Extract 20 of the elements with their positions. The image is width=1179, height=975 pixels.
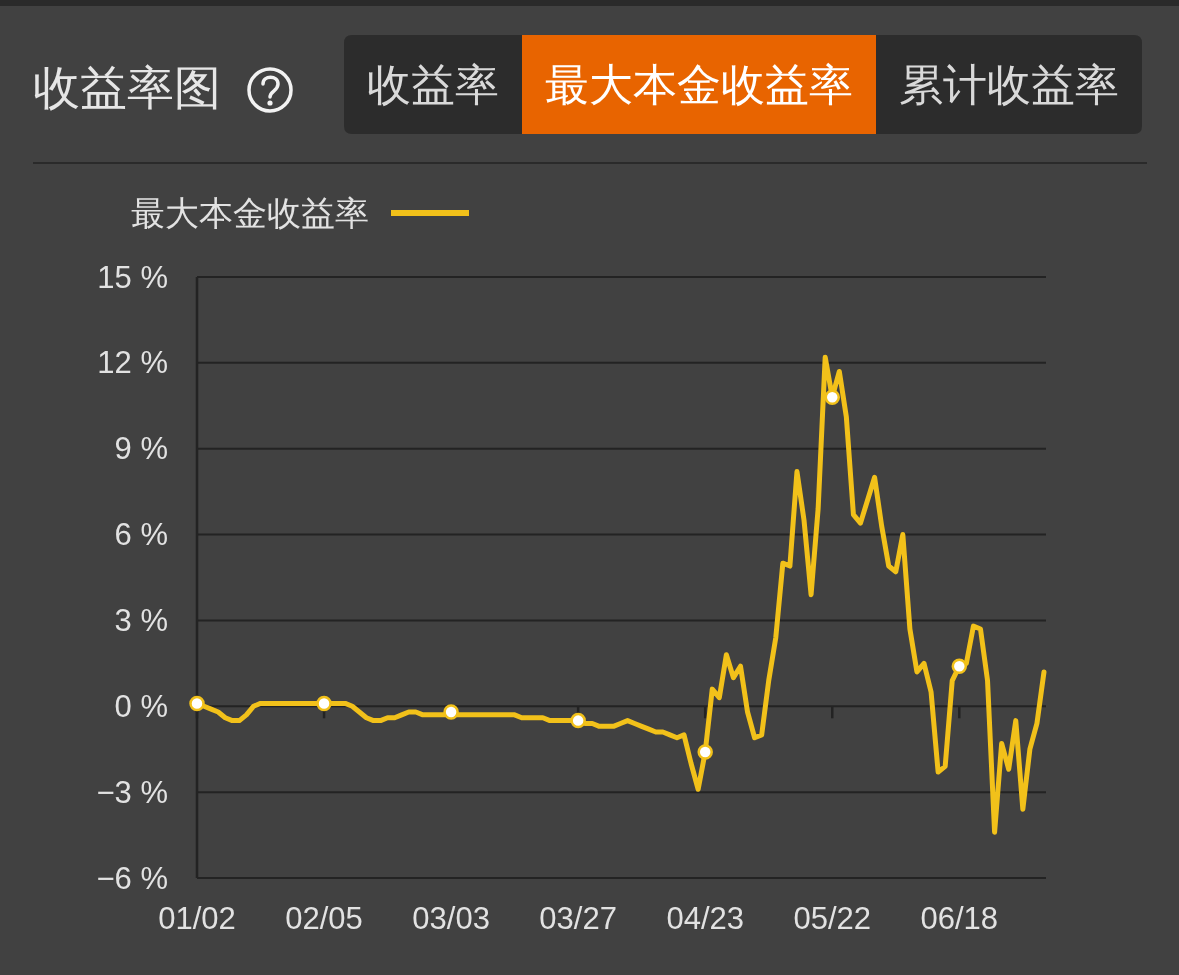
x-tick-label: 04/23 [666, 900, 744, 936]
y-tick-label: −3 % [96, 774, 168, 810]
y-tick-label: 9 % [114, 431, 168, 467]
tab-label: 累计收益率 [899, 60, 1119, 109]
chart-title: 收益率图 [33, 60, 221, 114]
y-tick-label: 0 % [114, 688, 168, 724]
x-tick-label: 03/27 [539, 900, 617, 936]
legend-label: 最大本金收益率 [131, 194, 369, 232]
x-tick-label: 02/05 [285, 900, 363, 936]
y-tick-label: 3 % [114, 602, 168, 638]
tab-label: 最大本金收益率 [545, 60, 853, 109]
x-tick-label: 05/22 [793, 900, 872, 936]
y-tick-label: 12 % [97, 345, 168, 381]
x-tick-label: 01/02 [158, 900, 236, 936]
y-tick-label: −6 % [96, 860, 168, 896]
y-tick-label: 6 % [114, 517, 168, 553]
tab-label: 收益率 [367, 60, 499, 109]
x-tick-label: 06/18 [920, 900, 999, 936]
y-tick-label: 15 % [97, 259, 168, 295]
x-tick-label: 03/03 [412, 900, 490, 936]
